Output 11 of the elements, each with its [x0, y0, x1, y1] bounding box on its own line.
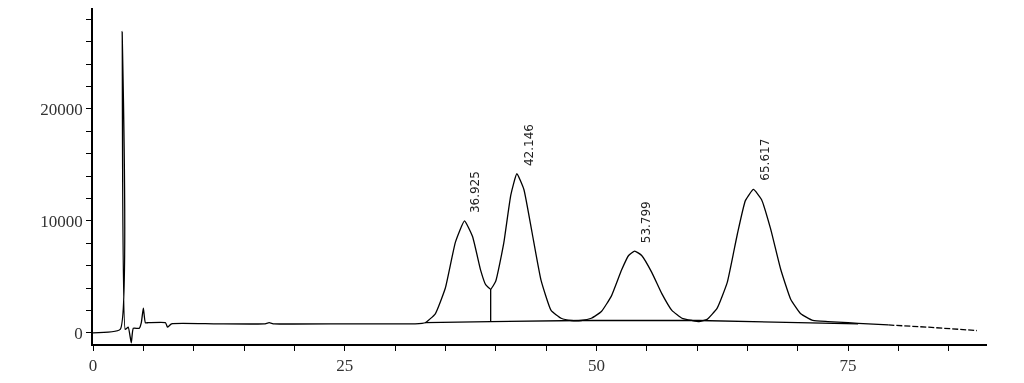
annotation: 36.925: [468, 171, 483, 214]
annotation: 65.617: [757, 138, 772, 181]
y-tick-label: 0: [74, 323, 83, 343]
y-tick-label: 10000: [40, 211, 83, 231]
annotation: 53.799: [639, 201, 654, 244]
x-tick-label: 25: [336, 356, 354, 376]
x-tick-label: 75: [839, 356, 857, 376]
x-tick-label: 0: [88, 356, 98, 376]
x-tick-label: 50: [587, 356, 605, 376]
annotation: 42.146: [521, 124, 536, 167]
y-tick-label: 20000: [40, 99, 83, 119]
